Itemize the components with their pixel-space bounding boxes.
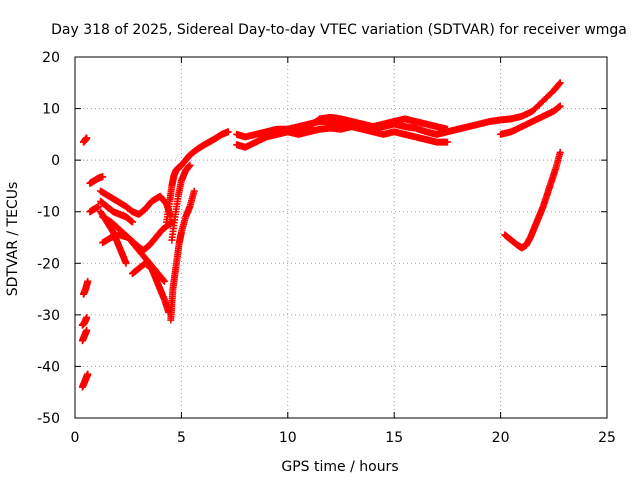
data-point	[84, 370, 92, 378]
series-arc-u	[501, 148, 564, 252]
series-arc-m	[99, 213, 168, 285]
data-point	[94, 203, 102, 211]
data-point	[186, 161, 194, 169]
series-arc-s	[294, 113, 451, 136]
x-tick-label: 15	[385, 430, 403, 446]
y-tick-label: -20	[37, 256, 60, 272]
series-arc-e	[78, 370, 92, 391]
y-tick-label: -30	[37, 308, 60, 324]
x-axis-label: GPS time / hours	[281, 459, 398, 475]
x-tick-label: 0	[71, 430, 80, 446]
data-point	[83, 326, 91, 334]
data-point	[99, 173, 107, 181]
data-point	[160, 277, 168, 285]
series-arc-p	[168, 161, 194, 244]
y-tick-label: 0	[51, 153, 60, 169]
series-arc-n	[163, 128, 232, 226]
series-arc-o	[167, 187, 198, 324]
x-tick-label: 25	[598, 430, 616, 446]
y-tick-label: -40	[37, 359, 60, 375]
series-arc-f	[86, 173, 107, 187]
series-arc-t	[497, 102, 564, 138]
series-arc-i	[97, 197, 136, 226]
data-point	[83, 134, 91, 142]
x-tick-label: 5	[177, 430, 186, 446]
data-point	[443, 125, 451, 133]
series-arc-g	[86, 203, 102, 216]
series-arc-b	[80, 277, 92, 298]
series-arc-d	[78, 326, 91, 345]
y-tick-label: 20	[42, 50, 60, 66]
data-point	[224, 128, 232, 136]
series-arc-a	[80, 134, 91, 146]
data-point	[190, 187, 198, 195]
plot-frame	[74, 56, 608, 419]
y-axis-label: SDTVAR / TECUs	[5, 182, 21, 297]
data-point	[556, 102, 564, 110]
data-point	[556, 79, 564, 87]
data-point	[128, 218, 136, 226]
series-arc-c	[78, 313, 91, 329]
series-arc-h	[97, 187, 175, 221]
chart-title: Day 318 of 2025, Sidereal Day-to-day VTE…	[51, 22, 627, 38]
series-arc-r	[233, 123, 451, 151]
x-tick-label: 10	[279, 430, 297, 446]
data-point	[122, 259, 130, 267]
data-point	[556, 148, 564, 156]
data-point	[83, 313, 91, 321]
y-tick-label: -10	[37, 205, 60, 221]
data-point	[443, 138, 451, 146]
y-tick-label: -50	[37, 411, 60, 427]
data-point	[84, 277, 92, 285]
y-tick-label: 10	[42, 102, 60, 118]
data-points	[78, 79, 564, 391]
x-tick-label: 20	[492, 430, 510, 446]
axis-ticks: 0 5 10 15 20 25 -50 -40 -30 -20 -10 0 10 20	[37, 50, 616, 446]
